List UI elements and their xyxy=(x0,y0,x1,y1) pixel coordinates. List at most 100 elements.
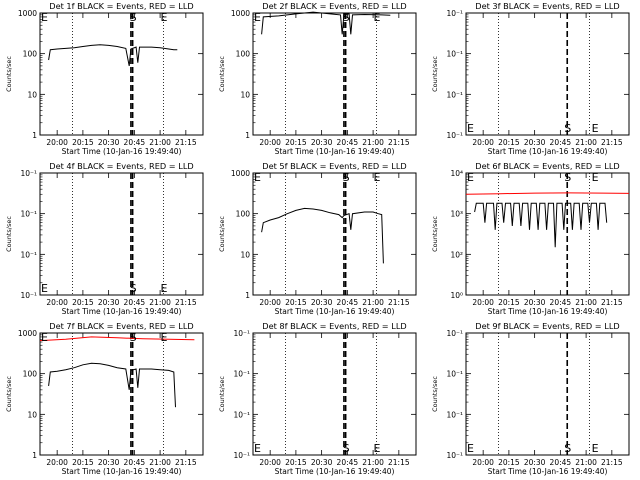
x-tick-label: 20:15 xyxy=(285,298,307,307)
end-marker: E xyxy=(592,442,599,455)
x-tick-label: 21:00 xyxy=(575,138,597,147)
panel-title: Det 2f BLACK = Events, RED = LLD xyxy=(262,1,406,11)
end-marker: E xyxy=(41,282,48,295)
y-axis-label: Counts/sec xyxy=(218,376,226,412)
x-tick-label: 20:00 xyxy=(259,138,281,147)
x-tick-label: 20:45 xyxy=(124,298,146,307)
events-series-line xyxy=(261,207,384,264)
y-tick-label: 1 xyxy=(245,291,250,300)
x-axis-label: Start Time (10-Jan-16 19:49:40) xyxy=(62,307,182,316)
y-axis-label: Counts/sec xyxy=(431,376,439,412)
start-marker: S xyxy=(564,171,571,184)
x-tick-label: 20:00 xyxy=(46,458,68,467)
x-axis-label: Start Time (10-Jan-16 19:49:40) xyxy=(488,467,608,476)
plot-frame xyxy=(39,172,204,296)
y-tick-label: 10² xyxy=(450,250,463,259)
y-axis-label: Counts/sec xyxy=(431,216,439,252)
events-series-line xyxy=(48,362,176,408)
x-tick-label: 21:15 xyxy=(175,138,197,147)
end-marker: E xyxy=(254,171,261,184)
x-tick-label: 20:30 xyxy=(98,298,120,307)
x-tick-label: 20:30 xyxy=(311,298,333,307)
x-tick-label: 20:30 xyxy=(524,138,546,147)
x-tick-label: 20:00 xyxy=(259,458,281,467)
x-tick-label: 20:45 xyxy=(124,458,146,467)
plot-frame xyxy=(252,172,417,296)
lld-series-line xyxy=(39,336,195,342)
plot-frame xyxy=(465,12,630,136)
y-tick-label: 10⁻¹ xyxy=(20,291,37,300)
x-tick-label: 21:00 xyxy=(362,458,384,467)
y-tick-label: 10⁻¹ xyxy=(446,451,463,460)
x-tick-label: 21:00 xyxy=(149,138,171,147)
y-tick-label: 10⁻¹ xyxy=(446,410,463,419)
end-marker: E xyxy=(161,11,168,24)
det-6f-panel: Det 6f BLACK = Events, RED = LLD 10⁰ 10² 10… xyxy=(431,161,630,316)
panel-title: Det 4f BLACK = Events, RED = LLD xyxy=(49,161,193,171)
x-axis-label: Start Time (10-Jan-16 19:49:40) xyxy=(275,467,395,476)
start-marker: S xyxy=(130,11,137,24)
x-tick-label: 21:15 xyxy=(388,298,410,307)
y-tick-label: 100 xyxy=(23,370,38,379)
end-marker: E xyxy=(592,122,599,135)
y-axis-label: Counts/sec xyxy=(5,216,13,252)
end-marker: E xyxy=(467,442,474,455)
x-tick-label: 20:00 xyxy=(259,298,281,307)
y-tick-label: 10⁻¹ xyxy=(446,50,463,59)
x-tick-label: 20:45 xyxy=(337,138,359,147)
x-tick-label: 21:00 xyxy=(575,458,597,467)
x-axis-label: Start Time (10-Jan-16 19:49:40) xyxy=(488,307,608,316)
x-tick-label: 20:30 xyxy=(98,138,120,147)
y-tick-label: 1000 xyxy=(231,169,250,178)
x-tick-label: 20:00 xyxy=(46,138,68,147)
end-marker: E xyxy=(41,331,48,344)
x-tick-label: 21:00 xyxy=(149,298,171,307)
x-tick-label: 20:00 xyxy=(472,458,494,467)
x-tick-label: 21:15 xyxy=(601,458,623,467)
x-tick-label: 20:45 xyxy=(550,138,572,147)
x-tick-label: 21:00 xyxy=(575,298,597,307)
x-tick-label: 21:00 xyxy=(362,138,384,147)
panel-title: Det 9f BLACK = Events, RED = LLD xyxy=(475,321,619,331)
x-tick-label: 20:15 xyxy=(285,458,307,467)
x-tick-label: 21:15 xyxy=(175,298,197,307)
plot-frame xyxy=(39,332,204,456)
x-tick-label: 21:00 xyxy=(362,298,384,307)
x-tick-label: 21:15 xyxy=(388,458,410,467)
y-tick-label: 10⁻¹ xyxy=(233,329,250,338)
x-tick-label: 20:45 xyxy=(337,458,359,467)
x-tick-label: 21:15 xyxy=(601,298,623,307)
x-tick-label: 20:30 xyxy=(524,298,546,307)
end-marker: E xyxy=(254,11,261,24)
y-tick-label: 10⁻¹ xyxy=(446,370,463,379)
x-tick-label: 20:45 xyxy=(337,298,359,307)
x-tick-label: 20:45 xyxy=(124,138,146,147)
y-tick-label: 10⁴ xyxy=(450,169,463,178)
y-tick-label: 100 xyxy=(236,50,251,59)
det-4f-panel: Det 4f BLACK = Events, RED = LLD 10⁻¹ 10⁻¹… xyxy=(5,161,204,316)
end-marker: E xyxy=(161,282,168,295)
events-series-line xyxy=(261,11,391,35)
x-axis-label: Start Time (10-Jan-16 19:49:40) xyxy=(275,147,395,156)
end-marker: E xyxy=(374,171,381,184)
y-axis-label: Counts/sec xyxy=(218,56,226,92)
plot-frame xyxy=(465,172,630,296)
y-axis-label: Counts/sec xyxy=(431,56,439,92)
x-axis-label: Start Time (10-Jan-16 19:49:40) xyxy=(62,147,182,156)
y-tick-label: 100 xyxy=(236,210,251,219)
y-tick-label: 10⁻¹ xyxy=(446,9,463,18)
det-7f-panel: Det 7f BLACK = Events, RED = LLD 1 10 100 10… xyxy=(5,321,204,476)
panel-title: Det 3f BLACK = Events, RED = LLD xyxy=(475,1,619,11)
x-tick-label: 20:00 xyxy=(472,138,494,147)
end-marker: E xyxy=(374,11,381,24)
panel-title: Det 5f BLACK = Events, RED = LLD xyxy=(262,161,406,171)
x-tick-label: 20:45 xyxy=(550,458,572,467)
end-marker: E xyxy=(467,122,474,135)
x-tick-label: 20:15 xyxy=(72,138,94,147)
y-tick-label: 10³ xyxy=(450,210,463,219)
y-tick-label: 10⁻¹ xyxy=(446,131,463,140)
y-tick-label: 1000 xyxy=(18,9,37,18)
end-marker: E xyxy=(374,442,381,455)
start-marker: S xyxy=(130,331,137,344)
